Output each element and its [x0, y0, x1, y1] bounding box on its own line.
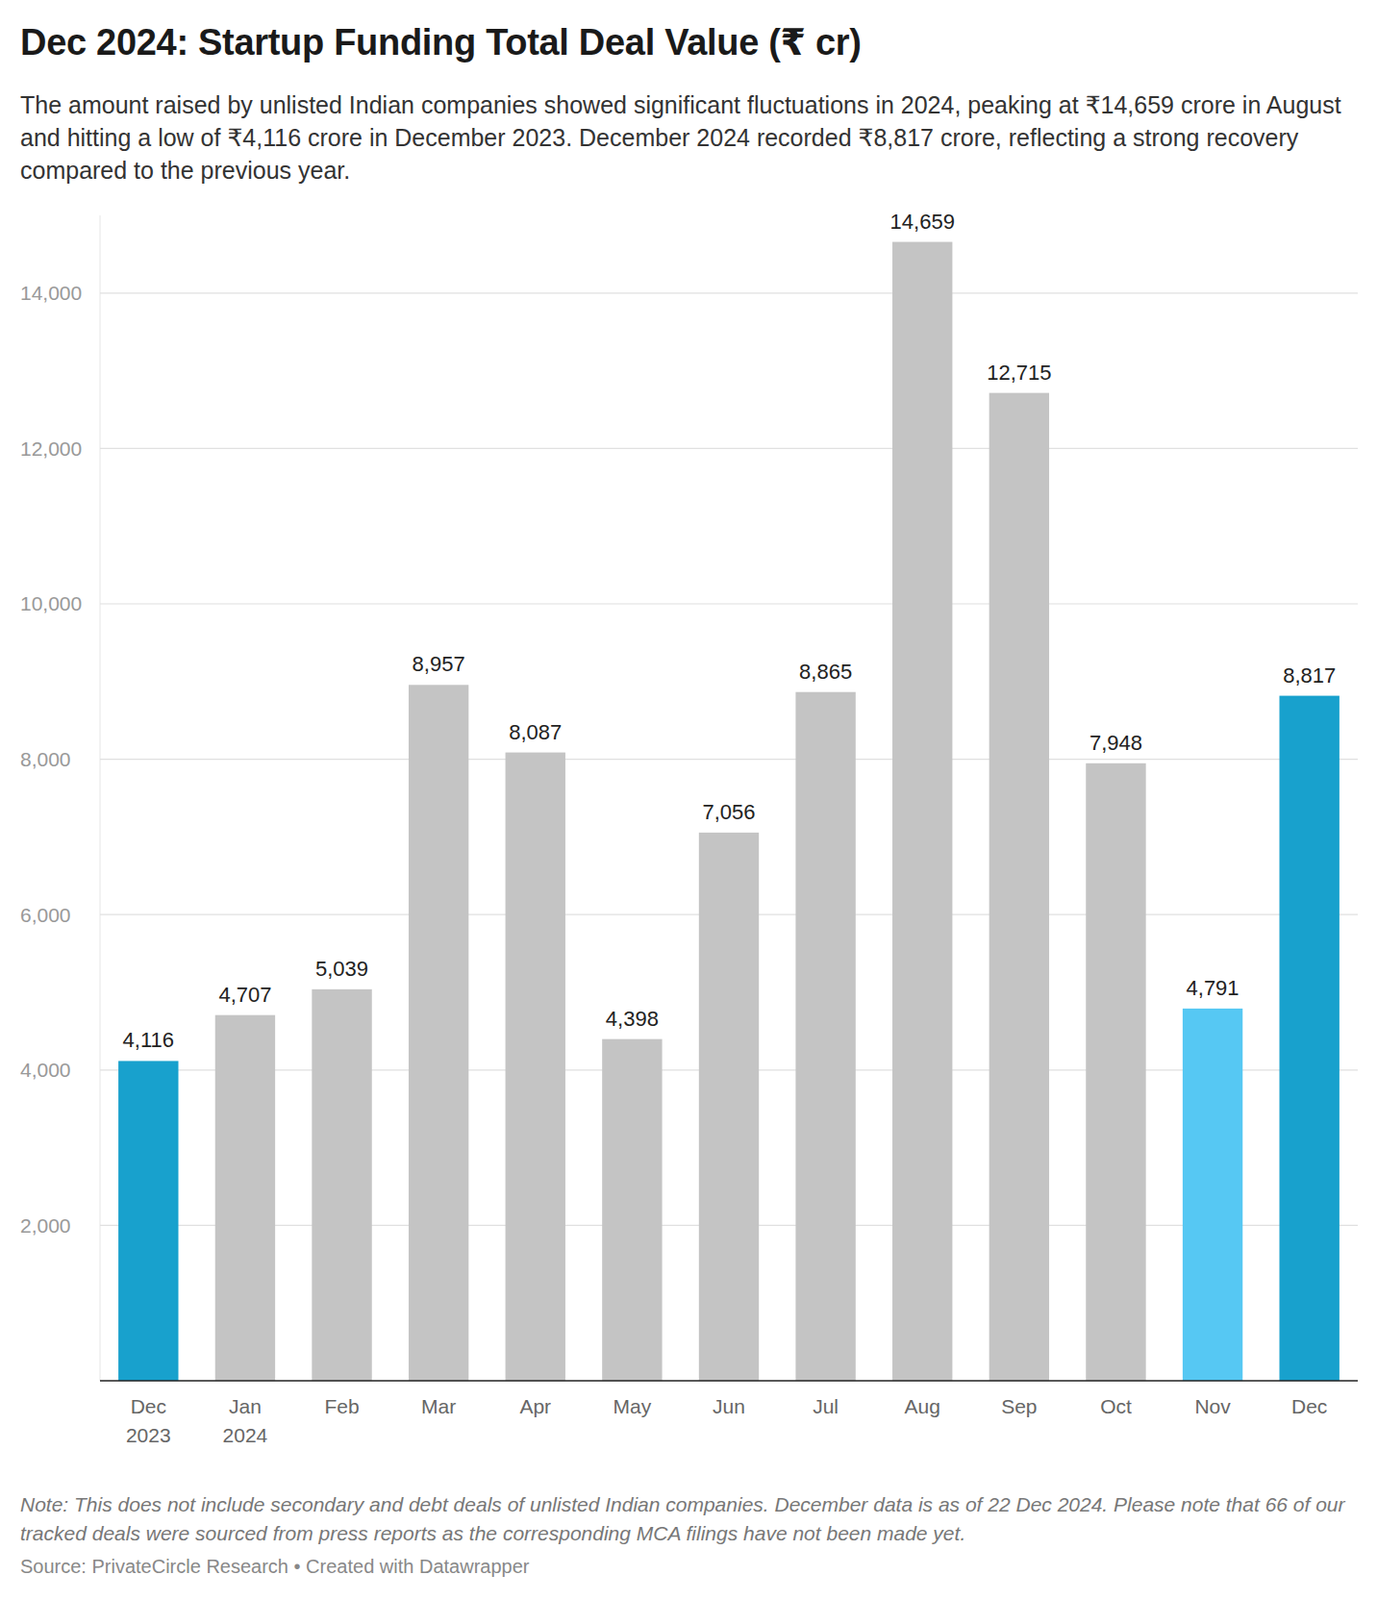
x-tick-label: Apr [519, 1395, 551, 1418]
bar [699, 832, 759, 1381]
x-tick-label: Oct [1100, 1395, 1132, 1418]
data-label: 8,865 [799, 659, 852, 684]
data-label: 4,707 [218, 982, 272, 1007]
bar [1182, 1008, 1243, 1381]
bar [215, 1015, 276, 1381]
bar [1085, 763, 1146, 1381]
bar [892, 242, 952, 1381]
source: Source: PrivateCircle Research • Created… [20, 1555, 529, 1578]
y-axis-line [100, 215, 101, 1381]
data-label: 7,948 [1089, 730, 1143, 755]
bar [989, 393, 1050, 1381]
y-tick-label: 2,000 [20, 1214, 72, 1237]
data-label: 8,087 [508, 720, 562, 745]
y-tick-label: 10,000 [20, 592, 82, 615]
data-label: 5,039 [315, 956, 369, 981]
grid-line [100, 602, 1358, 604]
y-tick-label: 6,000 [20, 903, 72, 927]
x-tick-label: May [613, 1395, 652, 1418]
bar [118, 1060, 178, 1381]
y-tick-label: 4,000 [20, 1058, 72, 1081]
bar [408, 684, 469, 1381]
bar [311, 989, 372, 1381]
data-label: 4,398 [605, 1006, 659, 1031]
x-tick-label: Nov [1194, 1395, 1231, 1418]
subtitle: The amount raised by unlisted Indian com… [20, 88, 1362, 187]
x-tick-label: Mar [421, 1395, 456, 1418]
grid-line [100, 292, 1358, 294]
bar [1279, 696, 1340, 1381]
x-tick-label: Jun [712, 1395, 746, 1418]
x-tick-label: Dec [1291, 1395, 1327, 1418]
bar [505, 752, 566, 1381]
x-tick-label: Feb [324, 1395, 359, 1418]
note: Note: This does not include secondary an… [20, 1490, 1362, 1549]
x-tick-label: Aug [904, 1395, 941, 1418]
data-label: 4,791 [1186, 976, 1240, 1001]
data-label: 7,056 [701, 800, 755, 825]
chart: 2,000 4,000 6,000 8,000 10,000 12,000 14,000 4,… [0, 0, 1377, 1600]
title: Dec 2024: Startup Funding Total Deal Val… [20, 21, 862, 64]
y-tick-label: 8,000 [20, 748, 72, 771]
x-tick-label: Sep [1001, 1395, 1037, 1418]
bar [601, 1039, 662, 1381]
data-label: 8,817 [1282, 663, 1336, 688]
data-label: 12,715 [986, 360, 1052, 385]
x-axis-line [100, 1379, 1358, 1382]
x-tick-label: Jan2024 [223, 1395, 269, 1447]
y-tick-label: 12,000 [20, 437, 82, 460]
bar [795, 692, 855, 1381]
y-tick-label: 14,000 [20, 281, 82, 304]
data-label: 4,116 [123, 1027, 175, 1052]
grid-line [100, 758, 1358, 760]
x-tick-label: Dec2023 [125, 1395, 172, 1447]
data-label: 14,659 [890, 209, 955, 234]
grid-line [100, 448, 1358, 450]
data-label: 8,957 [412, 651, 466, 676]
x-tick-label: Jul [812, 1395, 839, 1418]
